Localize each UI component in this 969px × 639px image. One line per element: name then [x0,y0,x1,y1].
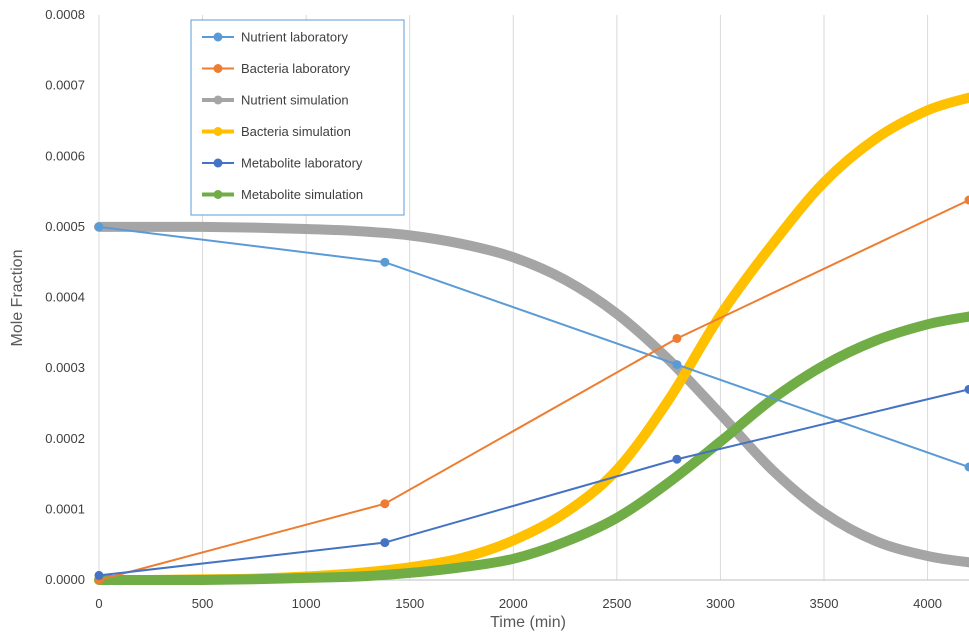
y-tick-label: 0.0002 [45,431,85,446]
data-point-bacteria-laboratory [672,333,682,343]
legend-swatch-marker [213,95,223,105]
y-tick-labels: 0.0000 0.0001 0.0002 0.0003 0.0004 0.0005 0.00… [45,7,85,587]
x-tick-label: 3000 [706,596,735,611]
y-axis-title: Mole Fraction [9,250,26,347]
legend-label: Bacteria simulation [241,124,351,139]
legend-item: Metabolite laboratory [202,156,363,171]
legend-item: Metabolite simulation [202,187,363,202]
x-tick-label: 3500 [810,596,839,611]
legend-label: Metabolite laboratory [241,156,363,171]
x-tick-label: 2500 [602,596,631,611]
x-tick-labels: 0 500 1000 1500 2000 2500 3000 3500 4000 [95,596,942,611]
legend-item: Bacteria simulation [202,124,351,139]
data-point-nutrient-laboratory [964,462,969,472]
series-metabolite-simulation [94,311,969,586]
data-point-nutrient-laboratory [94,222,104,232]
legend-swatch-marker [213,127,223,136]
legend-swatch-marker [213,64,223,73]
y-tick-label: 0.0004 [45,290,85,305]
data-point-nutrient-laboratory [380,257,390,267]
legend-swatch-marker [213,32,223,42]
y-tick-label: 0.0001 [45,501,85,516]
legend-swatch-marker [213,158,223,168]
data-point-bacteria-laboratory [964,195,969,205]
legend-box [190,19,405,216]
x-axis-title: Time (min) [490,614,566,631]
legend-item: Nutrient simulation [202,93,349,108]
y-tick-label: 0.0000 [45,572,85,587]
legend-item: Nutrient laboratory [202,30,348,45]
x-tick-label: 2000 [499,596,528,611]
data-point-metabolite-laboratory [672,454,682,464]
x-tick-label: 0 [95,596,102,611]
data-point-metabolite-laboratory [94,570,104,580]
data-point-metabolite-laboratory [380,538,390,548]
series-line-metabolite-laboratory [98,388,969,577]
series-line-bacteria-laboratory [98,199,969,581]
legend: Nutrient laboratory Bacteria laboratory Nu… [190,19,405,216]
y-tick-label: 0.0005 [45,219,85,234]
x-tick-label: 4000 [913,596,942,611]
x-tick-label: 500 [192,596,214,611]
y-tick-label: 0.0008 [45,7,85,22]
legend-label: Nutrient simulation [241,93,349,108]
series-nutrient-simulation [94,221,969,568]
x-tick-label: 1000 [292,596,321,611]
series-line-nutrient-simulation [94,221,969,568]
series-metabolite-laboratory [94,384,969,580]
data-point-metabolite-laboratory [964,384,969,394]
plot-series [94,92,969,586]
legend-label: Metabolite simulation [241,187,363,202]
y-tick-label: 0.0007 [45,78,85,93]
y-tick-label: 0.0006 [45,148,85,163]
series-line-nutrient-laboratory [98,225,969,468]
legend-swatch-marker [213,190,223,199]
series-line-metabolite-simulation [94,311,969,586]
data-point-nutrient-laboratory [672,360,682,370]
y-tick-label: 0.0003 [45,360,85,375]
series-nutrient-laboratory [94,222,969,472]
legend-item: Bacteria laboratory [202,61,351,76]
x-tick-label: 1500 [395,596,424,611]
data-point-bacteria-laboratory [380,499,390,509]
legend-label: Nutrient laboratory [241,30,348,45]
legend-label: Bacteria laboratory [241,61,351,76]
